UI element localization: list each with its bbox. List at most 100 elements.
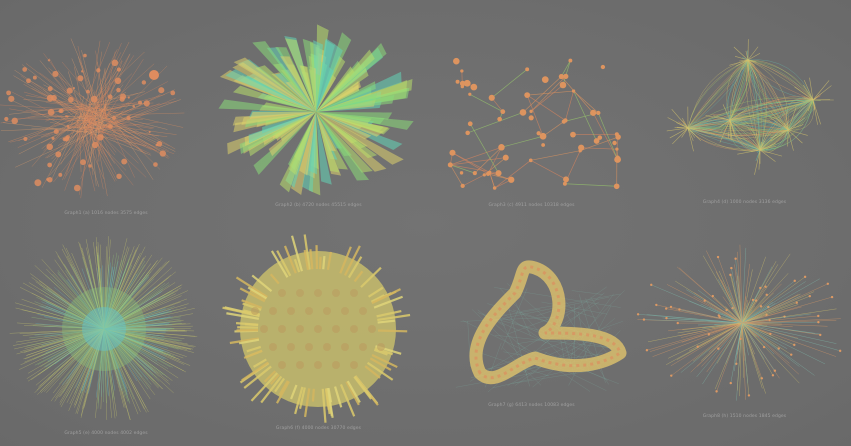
graph-edge — [316, 112, 384, 137]
graph-tile-2[interactable]: Graph2 (b) 4720 nodes 45515 edges — [212, 0, 425, 223]
graph-edge — [747, 59, 755, 66]
graph-node — [296, 325, 304, 333]
graph-node — [159, 150, 166, 157]
graph-edge — [741, 316, 762, 324]
graph-edge — [98, 132, 147, 178]
graph-edge — [741, 322, 815, 376]
graph-edge — [719, 119, 731, 143]
graph-edge — [369, 357, 392, 371]
graph-node — [482, 173, 486, 177]
graph-node — [793, 343, 796, 347]
graph-edge — [720, 117, 731, 121]
graph-edge — [737, 149, 761, 155]
graph-edge — [299, 112, 316, 176]
graph-edge — [679, 322, 743, 336]
graph-edge — [78, 125, 168, 137]
graph-edge — [677, 322, 743, 334]
graph-node — [715, 390, 718, 393]
graph-node — [642, 318, 646, 321]
graph-edge — [787, 99, 816, 131]
graph-edge — [787, 124, 804, 131]
graph-node — [729, 273, 732, 277]
graph-edge — [368, 286, 384, 298]
graph-edge — [741, 322, 765, 348]
graph-edge — [747, 59, 814, 101]
graph-edge — [717, 256, 743, 324]
graph-node — [665, 316, 668, 320]
graph-edge — [315, 73, 321, 112]
graph-edge — [77, 93, 106, 114]
graph-tile-8[interactable]: Graph8 (h) 1510 nodes 1845 edges — [636, 223, 851, 446]
graph-edge — [243, 349, 263, 359]
graph-node — [116, 173, 122, 180]
graph-node — [596, 110, 601, 116]
graph-edge — [741, 303, 748, 324]
graph-edge — [275, 380, 290, 404]
graph-edge — [99, 111, 144, 152]
graph-node — [53, 128, 59, 135]
graph-tile-3[interactable]: Graph3 (c) 4911 nodes 10318 edges — [425, 0, 638, 223]
graph-edge — [526, 94, 566, 121]
graph-tile-6[interactable]: Graph6 (f) 4000 nodes 30770 edges — [212, 223, 425, 446]
graph-edge — [565, 90, 574, 121]
graph-node — [138, 100, 143, 105]
graph-edge — [736, 251, 743, 324]
graph-tile-5[interactable]: Graph5 (e) 4000 nodes 4002 edges — [0, 223, 212, 446]
graph-tile-1[interactable]: Graph1 (a) 1016 nodes 3575 edges — [0, 0, 212, 223]
graph-edge — [229, 337, 259, 345]
graph-node — [46, 143, 54, 151]
graph-edge — [316, 112, 390, 135]
graph-node — [817, 314, 820, 318]
graph-edge — [681, 322, 743, 343]
graph-node — [52, 70, 59, 77]
graph-edge — [741, 308, 837, 324]
graph-edge — [283, 245, 297, 274]
graph-node — [808, 294, 811, 298]
graph-drawing-3 — [447, 57, 621, 190]
graph-edge — [532, 318, 616, 388]
graph-node — [771, 374, 775, 377]
graph-node — [838, 349, 842, 353]
graph-node — [314, 361, 322, 369]
graph-edge — [79, 130, 82, 172]
graph-node — [85, 89, 90, 94]
graph-node — [58, 172, 63, 177]
graph-edge — [678, 121, 689, 129]
graph-edge — [105, 98, 176, 129]
graph-edge — [235, 276, 268, 298]
graph-node — [463, 79, 471, 87]
graph-edge — [562, 60, 571, 86]
graph-node — [568, 58, 573, 63]
graph-edge — [460, 316, 561, 322]
graph-edge — [688, 300, 743, 324]
graph-node — [645, 348, 649, 352]
graph-node — [66, 87, 73, 94]
graph-node — [497, 116, 502, 122]
graph-edge — [39, 60, 89, 120]
graph-edge — [741, 247, 747, 324]
graph-edge — [243, 365, 272, 389]
graph-edge — [741, 253, 791, 324]
graph-node — [62, 137, 67, 142]
graph-edge — [759, 99, 814, 151]
graph-node — [492, 186, 497, 190]
graph-edge — [31, 127, 101, 133]
graph-edge — [787, 117, 806, 131]
graph-edge — [746, 59, 749, 82]
graph-edge — [449, 164, 463, 187]
graph-edge — [729, 99, 814, 124]
graph-node — [826, 282, 830, 285]
graph-edge — [741, 322, 792, 355]
graph-node — [747, 394, 751, 397]
graph-edge — [232, 85, 316, 112]
graph-edge — [687, 121, 789, 131]
graph-edge — [573, 90, 599, 114]
graph-node — [269, 307, 277, 315]
graph-tile-7[interactable]: Graph7 (g) 6413 nodes 10083 edges — [425, 223, 638, 446]
graph-tile-4[interactable]: Graph4 (d) 1000 nodes 3136 edges — [638, 0, 851, 223]
graph-node — [332, 361, 340, 369]
graph-edge — [778, 129, 789, 133]
graph-caption-6: Graph6 (f) 4000 nodes 30770 edges — [275, 426, 362, 431]
graph-edge — [687, 59, 749, 129]
graph-node — [114, 77, 122, 85]
